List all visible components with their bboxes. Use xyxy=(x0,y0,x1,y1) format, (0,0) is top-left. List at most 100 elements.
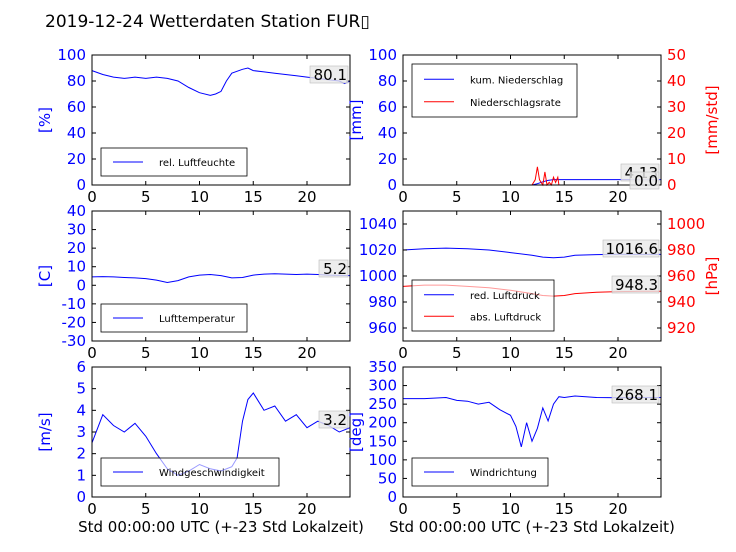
x-tick-label: 10 xyxy=(501,188,520,206)
x-tick-label: 0 xyxy=(398,188,408,206)
y-tick-label: 300 xyxy=(368,377,397,395)
y-tick-label: 1020 xyxy=(359,241,397,259)
y-tick-label: 20 xyxy=(67,239,86,257)
x-tick-label: 10 xyxy=(501,500,520,518)
y2-tick-label: 10 xyxy=(667,150,686,168)
y-axis-label: [%] xyxy=(36,107,54,133)
y-tick-label: 40 xyxy=(67,124,86,142)
value-annotation-box xyxy=(309,65,349,84)
y-tick-label: 2 xyxy=(76,445,86,463)
x-tick-label: 5 xyxy=(141,188,151,206)
value-annotation: 3.2 xyxy=(323,411,347,429)
y-tick-label: 60 xyxy=(67,98,86,116)
legend-label: Windrichtung xyxy=(470,468,537,479)
x-tick-label: 20 xyxy=(608,188,627,206)
legend-box xyxy=(411,279,555,332)
legend-label: red. Luftdruck xyxy=(470,291,540,302)
y-tick-label: 5 xyxy=(76,380,86,398)
x-tick-label: 15 xyxy=(555,500,574,518)
legend-box xyxy=(411,63,578,118)
y2-tick-label: 960 xyxy=(667,267,696,285)
legend-label: Lufttemperatur xyxy=(159,314,236,325)
x-tick-label: 10 xyxy=(190,188,209,206)
y-tick-label: 0 xyxy=(387,488,397,506)
y-axis-label: [deg] xyxy=(347,412,365,452)
value-annotation-box xyxy=(602,239,660,258)
x-tick-label: 0 xyxy=(398,344,408,362)
y-tick-label: 1040 xyxy=(359,215,397,233)
x-tick-label: 5 xyxy=(141,344,151,362)
y-tick-label: 80 xyxy=(378,72,397,90)
y-tick-label: 1 xyxy=(76,466,86,484)
y-tick-label: 40 xyxy=(378,124,397,142)
series-line-lufttemperatur xyxy=(91,273,351,284)
y-tick-label: 1000 xyxy=(359,267,397,285)
y-tick-label: 250 xyxy=(368,395,397,413)
x-tick-label: 20 xyxy=(608,344,627,362)
x-tick-label: 5 xyxy=(452,188,462,206)
legend-label: Windgeschwindigkeit xyxy=(159,468,265,479)
y2-tick-label: 920 xyxy=(667,319,696,337)
y-tick-label: 0 xyxy=(76,276,86,294)
y-tick-label: 10 xyxy=(67,258,86,276)
figure-title: 2019-12-24 Wetterdaten Station FUR▯ xyxy=(45,12,370,32)
x-tick-label: 5 xyxy=(452,500,462,518)
x-tick-label: 10 xyxy=(190,344,209,362)
value-annotation-box xyxy=(318,410,349,429)
x-tick-label: 15 xyxy=(244,500,263,518)
y2-tick-label: 50 xyxy=(667,46,686,64)
y2-tick-label: 1000 xyxy=(667,215,705,233)
y-axis-label: [mm] xyxy=(347,100,365,141)
x-tick-label: 20 xyxy=(297,188,316,206)
y-axis-label: [C] xyxy=(36,265,54,287)
x-tick-label: 20 xyxy=(297,500,316,518)
y-tick-label: -20 xyxy=(62,313,87,331)
x-axis-label: Std 00:00:00 UTC (+-23 Std Lokalzeit) xyxy=(78,518,364,536)
x-tick-label: 5 xyxy=(452,344,462,362)
value-annotation: 80.1 xyxy=(314,66,347,84)
x-tick-label: 15 xyxy=(555,344,574,362)
x-tick-label: 0 xyxy=(87,344,97,362)
y2-axis-label: [hPa] xyxy=(703,257,721,296)
value-annotation: 948.3 xyxy=(615,276,658,294)
y-tick-label: 60 xyxy=(378,98,397,116)
y2-tick-label: 20 xyxy=(667,124,686,142)
y2-tick-label: 980 xyxy=(667,241,696,259)
y-tick-label: 80 xyxy=(67,72,86,90)
x-tick-label: 10 xyxy=(190,500,209,518)
y-tick-label: 960 xyxy=(368,319,397,337)
x-tick-label: 15 xyxy=(244,344,263,362)
y2-tick-label: 30 xyxy=(667,98,686,116)
y-tick-label: 50 xyxy=(378,469,397,487)
y2-tick-label: 0 xyxy=(667,176,677,194)
value-annotation-box xyxy=(611,275,660,294)
y-axis-label: [m/s] xyxy=(36,412,54,451)
value-annotation: 1016.6 xyxy=(606,240,659,258)
plot-frame xyxy=(91,54,351,186)
x-tick-label: 15 xyxy=(555,188,574,206)
y-tick-label: 100 xyxy=(368,46,397,64)
legend-label: abs. Luftdruck xyxy=(470,312,541,323)
series-line-windrichtung xyxy=(403,395,661,448)
value-annotation-box xyxy=(629,171,660,190)
x-tick-label: 0 xyxy=(87,500,97,518)
y-tick-label: 980 xyxy=(368,293,397,311)
plot-frame xyxy=(402,54,662,186)
value-annotation: 0.0 xyxy=(634,172,658,190)
y-tick-label: 200 xyxy=(368,414,397,432)
x-tick-label: 20 xyxy=(608,500,627,518)
legend-label: kum. Niederschlag xyxy=(470,75,563,86)
y-tick-label: 6 xyxy=(76,358,86,376)
y2-tick-label: 940 xyxy=(667,293,696,311)
y-tick-label: 100 xyxy=(368,451,397,469)
value-annotation-box xyxy=(611,385,660,404)
y-tick-label: 20 xyxy=(378,150,397,168)
y-tick-label: 0 xyxy=(387,176,397,194)
value-annotation: 268.1 xyxy=(615,386,658,404)
y-tick-label: -30 xyxy=(62,332,87,350)
x-tick-label: 5 xyxy=(141,500,151,518)
y-tick-label: 100 xyxy=(57,46,86,64)
legend-label: rel. Luftfeuchte xyxy=(159,158,235,169)
y-tick-label: -10 xyxy=(62,295,87,313)
y-tick-label: 150 xyxy=(368,432,397,450)
